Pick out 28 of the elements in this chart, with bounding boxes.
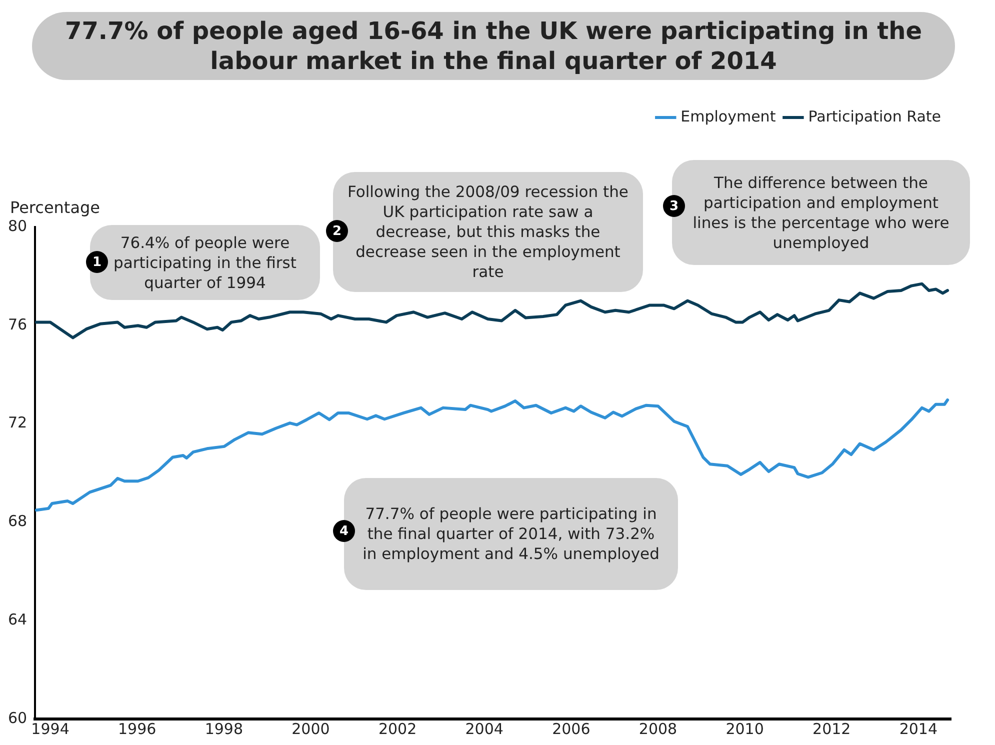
y-tick-label: 64 — [8, 610, 28, 628]
legend-label: Employment — [680, 107, 776, 126]
x-tick-label: 2002 — [378, 720, 417, 738]
annotation: 2 — [326, 220, 348, 242]
annotation: 76.4% of people were participating in the first quarter of 1994 — [114, 234, 296, 292]
x-tick-label: 1998 — [204, 720, 244, 738]
x-tick-label: 2008 — [638, 720, 678, 738]
y-axis-title: Percentage — [10, 198, 100, 217]
y-tick-label: 72 — [8, 414, 28, 432]
x-tick-label: 2014 — [899, 720, 938, 738]
y-tick-label: 68 — [8, 512, 28, 530]
annotation: Following the 2008/09 recession the UK participation rate saw a decrease, but this masks the decrease seen in the employment rate — [348, 183, 628, 281]
annotation: 77.7% of people were participating in the final quarter of 2014, with 73.2% in employment and 4.5% unemployed — [362, 505, 660, 563]
y-tick-label: 80 — [8, 216, 28, 235]
x-tick-label: 2004 — [465, 720, 504, 738]
x-tick-label: 2000 — [292, 720, 330, 738]
x-tick-label: 2006 — [552, 720, 590, 738]
annotation: The difference between the participation and employment lines is the percentage who were unemployed — [692, 174, 950, 252]
x-tick-label: 2012 — [812, 720, 851, 738]
chart-title: 77.7% of people aged 16-64 in the UK were participating in the labour market in the final quarter of 2014 — [32, 12, 955, 80]
annotation: 1 — [86, 251, 108, 273]
x-tick-label: 1996 — [118, 720, 156, 738]
x-tick-label: 2010 — [726, 720, 764, 738]
y-tick-label: 60 — [8, 708, 28, 727]
legend-label: Participation Rate — [808, 107, 942, 126]
x-tick-label: 1994 — [31, 720, 70, 738]
annotation: 4 — [333, 520, 355, 542]
y-tick-label: 76 — [8, 315, 28, 334]
